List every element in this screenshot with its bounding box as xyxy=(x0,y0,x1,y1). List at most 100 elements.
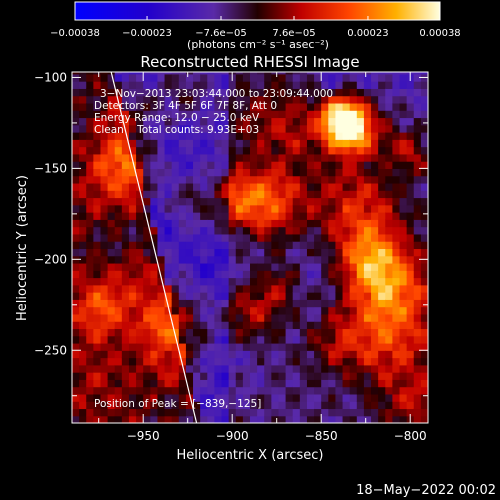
heatmap-cell xyxy=(264,139,272,148)
heatmap-cell xyxy=(335,415,344,423)
heatmap-cell xyxy=(306,313,315,322)
heatmap-cell xyxy=(335,350,344,359)
heatmap-cell xyxy=(72,372,80,380)
heatmap-cell xyxy=(185,182,194,191)
heatmap-cell xyxy=(285,372,294,380)
heatmap-cell xyxy=(292,81,301,89)
heatmap-cell xyxy=(371,306,379,315)
heatmap-cell xyxy=(356,190,365,199)
heatmap-cell xyxy=(171,386,180,395)
heatmap-cell xyxy=(93,204,102,213)
heatmap-cell xyxy=(228,212,237,220)
heatmap-cell xyxy=(399,255,408,264)
heatmap-cell xyxy=(214,372,223,380)
heatmap-cell xyxy=(371,197,379,206)
heatmap-cell xyxy=(278,408,287,417)
heatmap-cell xyxy=(363,262,372,271)
heatmap-cell xyxy=(235,132,244,140)
heatmap-cell xyxy=(349,306,358,315)
heatmap-cell xyxy=(378,212,386,220)
heatmap-cell xyxy=(171,146,180,155)
heatmap-cell xyxy=(278,226,287,235)
heatmap-cell xyxy=(200,270,208,279)
heatmap-cell xyxy=(193,372,201,380)
heatmap-cell xyxy=(150,212,159,220)
heatmap-cell xyxy=(278,81,287,89)
heatmap-cell xyxy=(420,233,428,242)
heatmap-cell xyxy=(157,401,166,410)
heatmap-cell xyxy=(250,299,258,308)
heatmap-cell xyxy=(399,81,408,89)
heatmap-cell xyxy=(392,364,401,373)
heatmap-cell xyxy=(413,284,422,293)
heatmap-cell xyxy=(335,292,344,300)
heatmap-cell xyxy=(399,73,408,82)
heatmap-cell xyxy=(107,408,116,417)
heatmap-cell xyxy=(285,401,294,410)
heatmap-cell xyxy=(143,328,151,337)
heatmap-cell xyxy=(79,350,87,359)
heatmap-cell xyxy=(164,81,173,89)
heatmap-cell xyxy=(185,292,194,300)
heatmap-cell xyxy=(150,117,159,126)
heatmap-cell xyxy=(321,146,329,155)
heatmap-cell xyxy=(271,335,280,344)
heatmap-cell xyxy=(292,139,301,148)
heatmap-cell xyxy=(413,350,422,359)
heatmap-cell xyxy=(371,248,379,257)
heatmap-cell xyxy=(292,306,301,315)
heatmap-cell xyxy=(114,248,123,257)
heatmap-cell xyxy=(278,153,287,162)
heatmap-cell xyxy=(128,401,137,410)
heatmap-cell xyxy=(93,226,102,235)
heatmap-cell xyxy=(378,182,386,191)
heatmap-cell xyxy=(328,190,337,199)
heatmap-cell xyxy=(136,255,144,264)
heatmap-cell xyxy=(349,321,358,330)
heatmap-cell xyxy=(178,233,187,242)
heatmap-cell xyxy=(285,168,294,177)
heatmap-cell xyxy=(143,364,151,373)
heatmap-cell xyxy=(292,372,301,380)
heatmap-cell xyxy=(214,102,223,111)
heatmap-cell xyxy=(371,379,379,388)
heatmap-cell xyxy=(200,350,208,359)
heatmap-cell xyxy=(306,342,315,351)
heatmap-cell xyxy=(107,262,116,271)
heatmap-cell xyxy=(235,88,244,97)
heatmap-cell xyxy=(86,241,94,250)
heatmap-cell xyxy=(385,379,393,388)
heatmap-cell xyxy=(235,277,244,286)
heatmap-cell xyxy=(93,270,102,279)
heatmap-cell xyxy=(385,270,393,279)
heatmap-cell xyxy=(349,292,358,300)
heatmap-cell xyxy=(356,408,365,417)
heatmap-cell xyxy=(72,342,80,351)
heatmap-cell xyxy=(392,299,401,308)
heatmap-cell xyxy=(342,262,351,271)
heatmap-cell xyxy=(342,342,351,351)
heatmap-cell xyxy=(349,139,358,148)
heatmap-cell xyxy=(250,270,258,279)
heatmap-cell xyxy=(157,219,166,228)
heatmap-cell xyxy=(193,146,201,155)
heatmap-cell xyxy=(128,212,137,220)
heatmap-cell xyxy=(228,270,237,279)
heatmap-cell xyxy=(378,284,386,293)
heatmap-cell xyxy=(235,393,244,402)
heatmap-cell xyxy=(235,161,244,169)
heatmap-cell xyxy=(328,146,337,155)
heatmap-cell xyxy=(392,277,401,286)
chart-title: Reconstructed RHESSI Image xyxy=(140,53,359,71)
heatmap-cell xyxy=(185,153,194,162)
heatmap-cell xyxy=(86,277,94,286)
heatmap-cell xyxy=(257,102,265,111)
heatmap-cell xyxy=(143,110,151,119)
heatmap-cell xyxy=(128,328,137,337)
heatmap-cell xyxy=(164,212,173,220)
heatmap-cell xyxy=(257,393,265,402)
heatmap-cell xyxy=(185,95,194,104)
heatmap-cell xyxy=(250,255,258,264)
heatmap-cell xyxy=(349,72,358,75)
heatmap-cell xyxy=(335,335,344,344)
